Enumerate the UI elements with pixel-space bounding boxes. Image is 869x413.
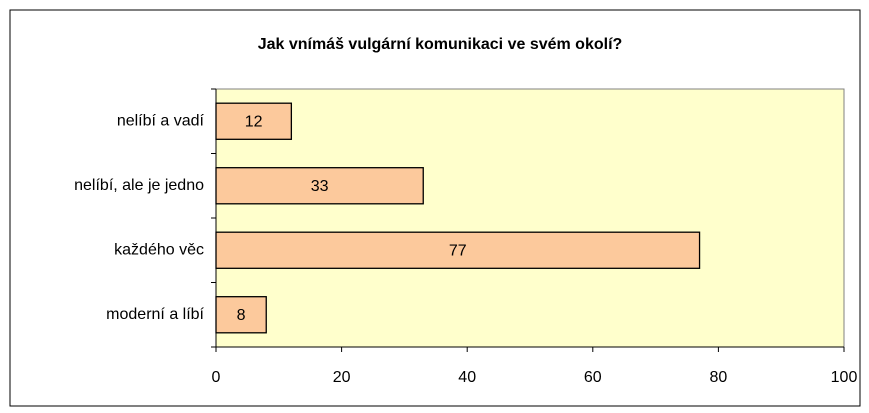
y-tick-label: nelíbí a vadí [117,112,205,129]
bar [215,167,424,205]
plot-area [215,88,845,348]
value-label: 77 [449,242,467,259]
x-tick-label: 100 [831,369,858,386]
value-label: 12 [245,113,263,130]
x-tick-label: 60 [584,369,602,386]
x-tick-label: 20 [333,369,351,386]
value-label: 8 [237,307,246,324]
y-tick-label: každého věc [114,241,204,258]
x-tick-label: 80 [710,369,728,386]
bar [215,296,267,334]
bar [215,231,701,269]
value-label: 33 [311,178,329,195]
x-tick-label: 40 [458,369,476,386]
bar [215,102,293,140]
x-tick-label: 0 [212,369,221,386]
y-tick-label: nelíbí, ale je jedno [74,177,204,194]
chart-title: Jak vnímáš vulgární komunikaci ve svém o… [258,36,623,53]
y-tick-label: moderní a líbí [106,306,204,323]
